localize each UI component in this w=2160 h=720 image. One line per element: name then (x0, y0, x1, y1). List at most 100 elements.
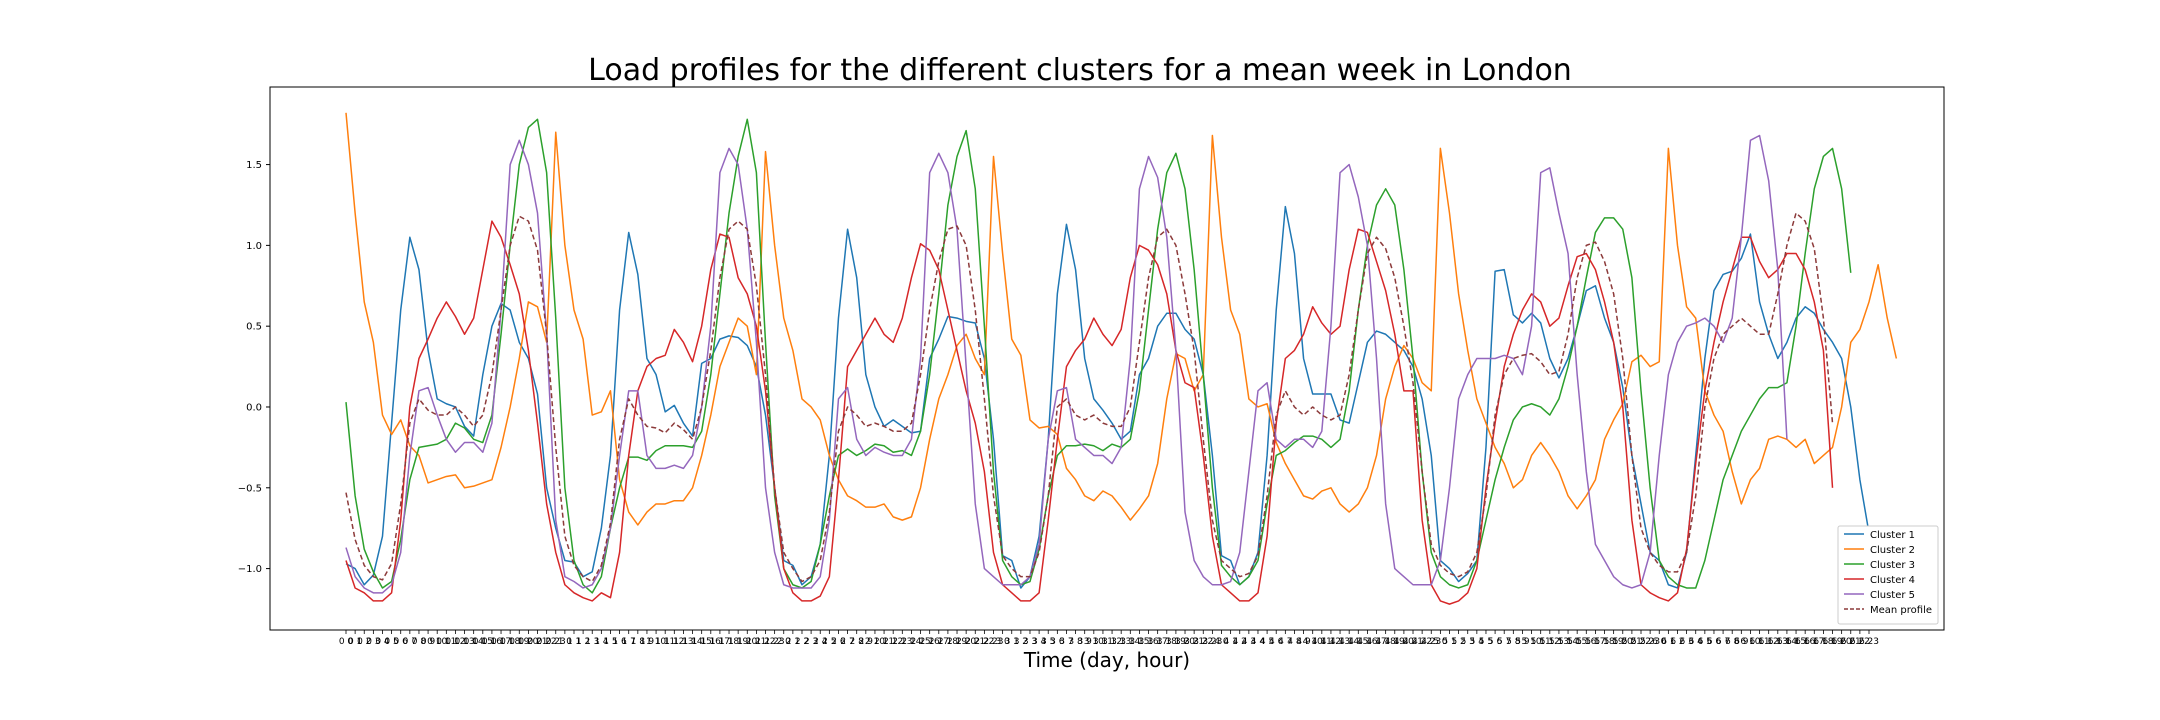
axes-frame (269, 86, 1945, 631)
x-tick-label: 5 0 (1433, 637, 1448, 647)
x-tick-label: 5 13 (1549, 637, 1569, 647)
x-tick-label: 2 4 (813, 637, 828, 647)
x-axis: 0 00 10 20 30 40 50 60 70 80 90 100 110 … (339, 630, 1879, 647)
x-tick-label: 0 11 (436, 637, 456, 647)
x-tick-label: 6 12 (1759, 637, 1779, 647)
x-tick-label: 4 15 (1348, 637, 1368, 647)
x-tick-label: 0 7 (403, 637, 417, 647)
x-tick-label: 1 6 (612, 637, 627, 647)
x-tick-label: 1 19 (728, 637, 748, 647)
x-tick-label: 3 21 (1184, 637, 1204, 647)
x-tick-label: 0 22 (537, 637, 557, 647)
x-tick-label: 1 17 (710, 637, 730, 647)
x-tick-label: 1 0 (558, 637, 573, 647)
legend-label-cluster-3: Cluster 3 (1870, 560, 1915, 571)
x-tick-label: 2 18 (938, 637, 958, 647)
x-tick-label: 4 0 (1214, 637, 1229, 647)
x-tick-label: 0 16 (482, 637, 502, 647)
x-tick-label: 6 11 (1750, 637, 1770, 647)
legend-label-cluster-1: Cluster 1 (1870, 530, 1915, 541)
x-tick-label: 4 22 (1412, 637, 1432, 647)
x-tick-label: 6 21 (1841, 637, 1861, 647)
x-tick-label: 0 18 (500, 637, 520, 647)
x-tick-label: 2 1 (786, 637, 800, 647)
x-tick-label: 5 20 (1613, 637, 1633, 647)
plot-area (345, 112, 1898, 605)
x-tick-label: 4 11 (1312, 637, 1332, 647)
x-tick-label: 4 17 (1367, 637, 1387, 647)
x-tick-label: 2 3 (804, 637, 818, 647)
x-tick-label: 1 12 (664, 637, 684, 647)
x-tick-label: 6 6 (1707, 637, 1722, 647)
y-tick-label: 1.5 (246, 160, 262, 171)
series-line-mean-profile (345, 212, 1834, 583)
y-tick-label: 0.5 (246, 322, 262, 333)
x-tick-label: 2 12 (883, 637, 903, 647)
x-tick-label: 2 8 (850, 637, 865, 647)
x-tick-label: 1 9 (640, 637, 655, 647)
x-tick-label: 1 8 (631, 637, 646, 647)
x-tick-label: 4 10 (1303, 637, 1323, 647)
x-tick-label: 0 9 (421, 637, 436, 647)
x-tick-label: 3 12 (1102, 637, 1122, 647)
x-tick-label: 0 0 (339, 637, 354, 647)
x-tick-label: 6 10 (1740, 637, 1760, 647)
x-tick-label: 3 20 (1175, 637, 1195, 647)
x-tick-label: 3 23 (1202, 637, 1222, 647)
x-tick-label: 6 22 (1850, 637, 1870, 647)
x-tick-label: 3 1 (1005, 637, 1019, 647)
x-tick-label: 1 14 (683, 637, 703, 647)
x-tick-label: 5 15 (1567, 637, 1587, 647)
x-tick-label: 0 17 (491, 637, 511, 647)
x-tick-label: 2 14 (901, 637, 921, 647)
x-tick-label: 0 15 (473, 637, 493, 647)
x-tick-label: 6 23 (1859, 637, 1879, 647)
x-tick-label: 0 8 (412, 637, 427, 647)
x-tick-label: 4 5 (1260, 637, 1274, 647)
x-tick-label: 6 1 (1661, 637, 1675, 647)
y-tick-label: −0.5 (238, 483, 262, 494)
x-tick-label: 2 0 (777, 637, 792, 647)
x-tick-label: 3 13 (1111, 637, 1131, 647)
x-tick-label: 6 15 (1786, 637, 1806, 647)
x-tick-label: 5 2 (1451, 637, 1465, 647)
x-tick-label: 1 13 (673, 637, 693, 647)
x-tick-label: 5 3 (1461, 637, 1475, 647)
x-tick-label: 5 6 (1488, 637, 1503, 647)
chart-title: Load profiles for the different clusters… (588, 53, 1572, 88)
x-tick-label: 6 20 (1832, 637, 1852, 647)
x-tick-label: 3 11 (1093, 637, 1113, 647)
x-tick-label: 4 20 (1394, 637, 1414, 647)
x-tick-label: 0 6 (394, 637, 409, 647)
x-tick-label: 6 0 (1652, 637, 1667, 647)
x-tick-label: 5 10 (1522, 637, 1542, 647)
x-tick-label: 2 10 (865, 637, 885, 647)
x-tick-label: 4 12 (1321, 637, 1341, 647)
series-line-cluster-4 (345, 220, 1834, 605)
x-tick-label: 4 16 (1357, 637, 1377, 647)
x-tick-label: 6 13 (1768, 637, 1788, 647)
x-tick-label: 0 10 (427, 637, 447, 647)
x-tick-label: 0 19 (509, 637, 529, 647)
legend-label-cluster-4: Cluster 4 (1870, 575, 1915, 586)
x-tick-label: 6 5 (1698, 637, 1712, 647)
x-tick-label: 5 1 (1442, 637, 1456, 647)
x-tick-label: 5 21 (1622, 637, 1642, 647)
x-tick-label: 6 18 (1813, 637, 1833, 647)
x-tick-label: 3 3 (1023, 637, 1037, 647)
x-tick-label: 1 18 (719, 637, 739, 647)
x-tick-label: 5 18 (1595, 637, 1615, 647)
series-line-cluster-3 (345, 118, 1852, 594)
x-tick-label: 0 3 (366, 637, 380, 647)
y-tick-label: 1.0 (246, 241, 262, 252)
x-tick-label: 2 6 (831, 637, 846, 647)
x-tick-label: 3 9 (1078, 637, 1093, 647)
series-line-cluster-5 (345, 134, 1788, 594)
x-tick-label: 2 5 (822, 637, 836, 647)
x-tick-label: 1 1 (567, 637, 581, 647)
x-tick-label: 4 2 (1233, 637, 1247, 647)
x-tick-label: 1 11 (655, 637, 675, 647)
legend-label-mean-profile: Mean profile (1870, 605, 1932, 616)
x-tick-label: 1 23 (765, 637, 785, 647)
x-tick-label: 3 2 (1014, 637, 1028, 647)
